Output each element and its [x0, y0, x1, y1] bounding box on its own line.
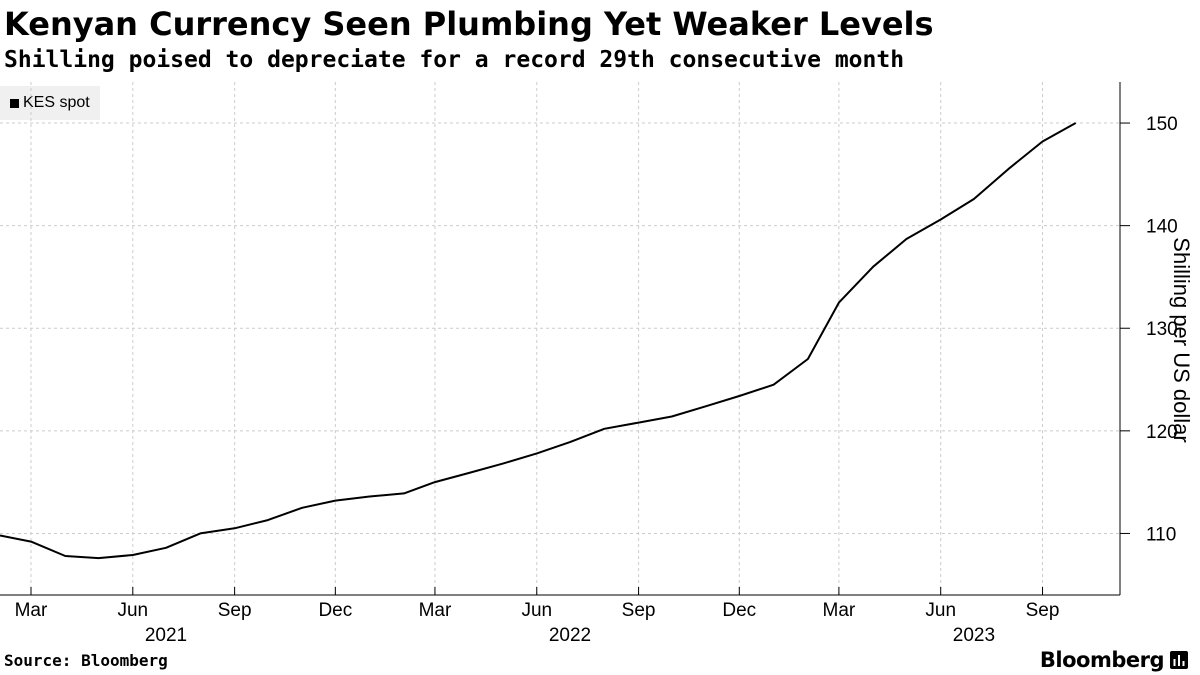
series-line-kes-spot — [0, 122, 1077, 560]
x-year-label: 2023 — [953, 625, 995, 646]
bloomberg-terminal-icon — [1170, 651, 1188, 669]
chart-title: Kenyan Currency Seen Plumbing Yet Weaker… — [4, 5, 934, 43]
y-tick-label: 110 — [1146, 524, 1176, 545]
x-tick-label: Mar — [15, 600, 48, 621]
x-tick-label: Jun — [521, 600, 552, 621]
x-axis: Mar Jun Sep Dec Mar Jun Sep Dec Mar Jun Sep 2021 202… — [0, 587, 1120, 646]
x-tick-label: Jun — [117, 600, 148, 621]
x-tick-label: Sep — [622, 600, 656, 621]
y-tick-label: 120 — [1146, 422, 1178, 443]
source-note: Source: Bloomberg — [4, 651, 168, 670]
y-axis-label: Shilling per US dollar — [1169, 237, 1194, 442]
series-lines — [0, 122, 1077, 560]
x-tick-label: Sep — [218, 600, 252, 621]
legend-label: KES spot — [23, 94, 90, 111]
chart-subtitle: Shilling poised to depreciate for a reco… — [4, 47, 905, 73]
x-year-label: 2021 — [145, 625, 187, 646]
bloomberg-logo: Bloomberg — [1040, 646, 1188, 674]
y-tick-label: 150 — [1146, 114, 1178, 135]
y-axis: 110 120 130 140 150 — [1119, 82, 1178, 595]
x-year-label: 2022 — [549, 625, 591, 646]
x-tick-label: Dec — [722, 600, 756, 621]
y-tick-label: 140 — [1146, 217, 1178, 238]
legend-swatch — [10, 98, 19, 108]
x-tick-label: Sep — [1026, 600, 1060, 621]
x-tick-label: Mar — [419, 600, 452, 621]
brand-name: Bloomberg — [1039, 648, 1165, 672]
legend: KES spot — [0, 86, 100, 120]
y-tick-label: 130 — [1146, 319, 1178, 340]
x-tick-label: Jun — [925, 600, 956, 621]
x-tick-label: Dec — [318, 600, 352, 621]
grid-lines — [0, 82, 1120, 595]
x-tick-label: Mar — [823, 600, 856, 621]
